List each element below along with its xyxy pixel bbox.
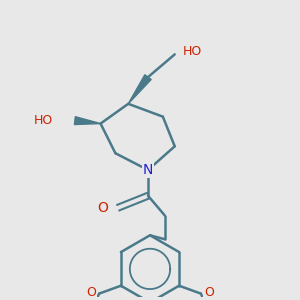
Polygon shape: [74, 117, 101, 124]
Polygon shape: [128, 75, 151, 104]
Text: O: O: [204, 286, 214, 299]
Text: HO: HO: [34, 114, 53, 127]
Text: N: N: [143, 163, 153, 177]
Text: O: O: [86, 286, 96, 299]
Text: HO: HO: [183, 45, 202, 58]
Text: O: O: [98, 201, 109, 214]
